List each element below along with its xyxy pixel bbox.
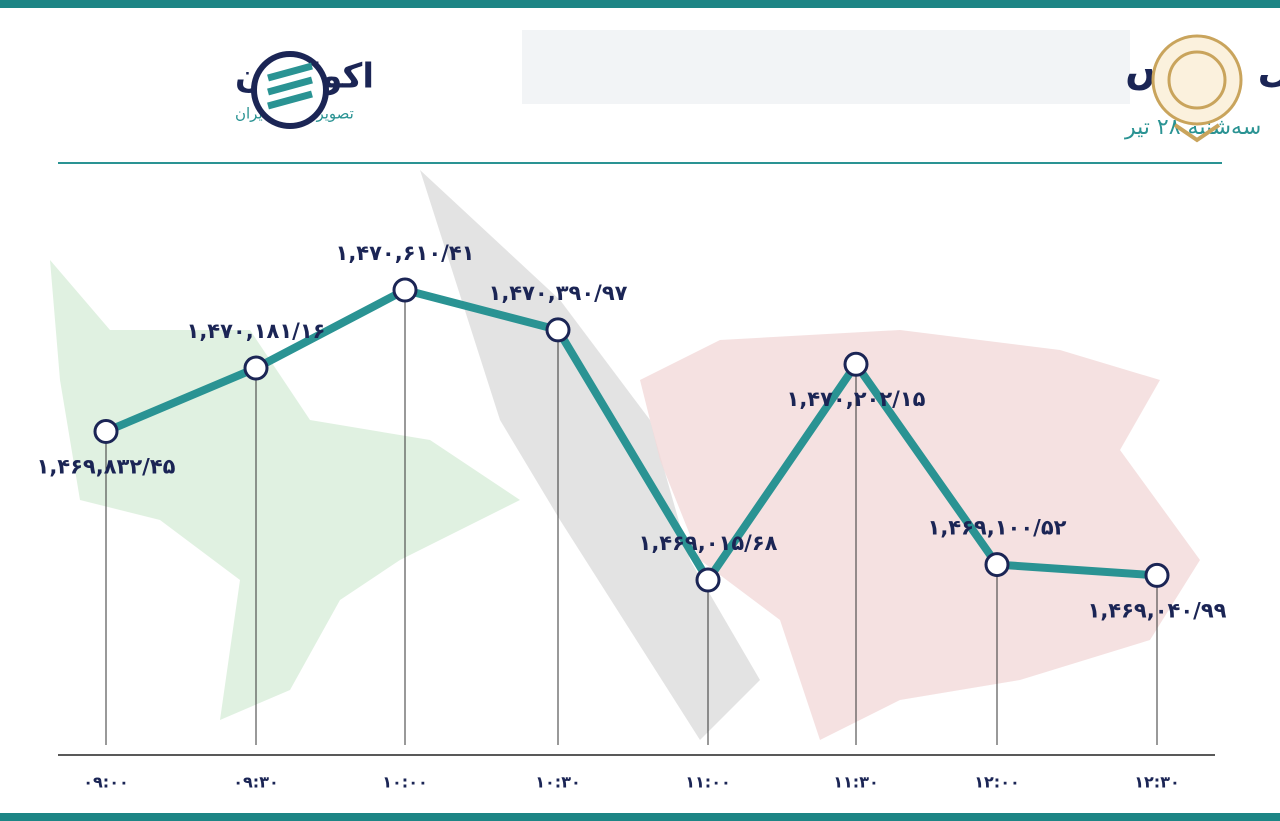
point (93, 418, 119, 444)
value-label: ۱,۴۶۹,۰۴۰/۹۹ (1088, 598, 1227, 622)
x-tick-label: ۰۹:۰۰ (83, 773, 128, 792)
point (843, 351, 869, 377)
brand-logo (251, 51, 329, 129)
emblem-base (1173, 123, 1221, 143)
line (104, 286, 1158, 584)
point (1144, 562, 1170, 588)
emblem (1151, 34, 1243, 126)
value-label: ۱,۴۷۰,۳۹۰/۹۷ (489, 281, 628, 305)
emblem-ring (1167, 50, 1227, 110)
plot: ۱,۴۶۹,۸۳۲/۴۵ ۱,۴۷۰,۱۸۱/۱۶ ۱,۴۷۰,۶۱۰/۴۱ ۱,۴۷… (37, 241, 1227, 792)
point (545, 317, 571, 343)
brand-logo-stripes (267, 62, 313, 110)
x-tick-label: ۰۹:۳۰ (233, 773, 278, 792)
x-tick-label: ۱۱:۳۰ (833, 773, 878, 792)
bull-shape (50, 260, 520, 720)
x-tick-label: ۱۰:۰۰ (382, 773, 427, 792)
x-tick-label: ۱۲:۳۰ (1134, 773, 1179, 792)
top-bar (0, 0, 1280, 8)
value-label: ۱,۴۶۹,۰۱۵/۶۸ (639, 531, 778, 555)
point (392, 277, 418, 303)
x-tick-label: ۱۰:۳۰ (535, 773, 580, 792)
point (695, 567, 721, 593)
bottom-bar (0, 813, 1280, 821)
x-tick-label: ۱۱:۰۰ (685, 773, 730, 792)
title-box (522, 30, 1130, 104)
value-label: ۱,۴۷۰,۱۸۱/۱۶ (187, 319, 326, 343)
value-label: ۱,۴۷۰,۲۰۲/۱۵ (787, 387, 926, 411)
value-label: ۱,۴۶۹,۱۰۰/۵۲ (928, 516, 1067, 540)
point (984, 552, 1010, 578)
x-tick-label: ۱۲:۰۰ (974, 773, 1019, 792)
bear-shape (640, 330, 1200, 740)
value-label: ۱,۴۷۰,۶۱۰/۴۱ (336, 241, 475, 265)
point (243, 355, 269, 381)
value-label: ۱,۴۶۹,۸۳۲/۴۵ (37, 454, 176, 478)
